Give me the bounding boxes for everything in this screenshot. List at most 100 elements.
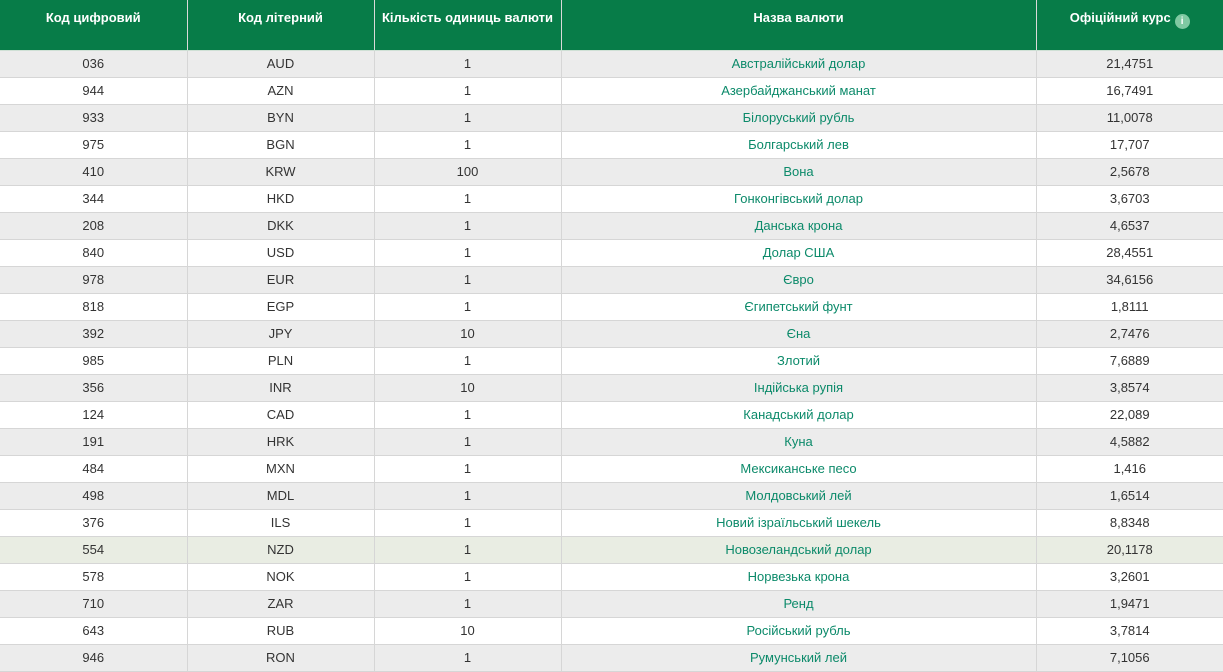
currency-name-link[interactable]: Новозеландський долар	[725, 542, 872, 557]
currency-name-cell: Болгарський лев	[560, 131, 1037, 159]
digital-code-cell: 818	[0, 293, 188, 321]
official-rate-cell: 3,8574	[1035, 374, 1223, 402]
col-header-currency-name-label: Назва валюти	[753, 10, 844, 25]
table-row: 392 JPY 10 Єна 2,7476	[0, 320, 1223, 348]
col-header-currency-name: Назва валюти	[560, 0, 1036, 51]
letter-code-cell: ILS	[186, 509, 375, 537]
col-header-digital-code-label: Код цифровий	[45, 10, 141, 25]
currency-name-cell: Норвезька крона	[560, 563, 1037, 591]
currency-name-link[interactable]: Канадський долар	[743, 407, 854, 422]
digital-code-cell: 498	[0, 482, 188, 510]
table-row: 208 DKK 1 Данська крона 4,6537	[0, 212, 1223, 240]
units-cell: 10	[373, 374, 562, 402]
currency-name-link[interactable]: Австралійський долар	[731, 56, 866, 71]
units-cell: 1	[373, 401, 562, 429]
currency-name-link[interactable]: Єна	[786, 326, 811, 341]
official-rate-cell: 3,7814	[1035, 617, 1223, 645]
currency-name-link[interactable]: Російський рубль	[746, 623, 851, 638]
digital-code-cell: 410	[0, 158, 188, 186]
currency-name-link[interactable]: Долар США	[762, 245, 835, 260]
table-row: 643 RUB 10 Російський рубль 3,7814	[0, 617, 1223, 645]
currency-name-cell: Данська крона	[560, 212, 1037, 240]
col-header-units: Кількість одиниць валюти	[373, 0, 561, 51]
units-cell: 1	[373, 104, 562, 132]
units-cell: 1	[373, 590, 562, 618]
currency-name-link[interactable]: Молдовський лей	[745, 488, 852, 503]
letter-code-cell: BGN	[186, 131, 375, 159]
table-row: 944 AZN 1 Азербайджанський манат 16,7491	[0, 77, 1223, 105]
letter-code-cell: INR	[186, 374, 375, 402]
currency-name-cell: Румунський лей	[560, 644, 1037, 672]
official-rate-cell: 1,416	[1035, 455, 1223, 483]
currency-name-link[interactable]: Данська крона	[754, 218, 843, 233]
units-cell: 1	[373, 482, 562, 510]
official-rate-cell: 4,6537	[1035, 212, 1223, 240]
digital-code-cell: 944	[0, 77, 188, 105]
currency-name-cell: Євро	[560, 266, 1037, 294]
currency-name-cell: Білоруський рубль	[560, 104, 1037, 132]
currency-name-link[interactable]: Індійська рупія	[753, 380, 844, 395]
letter-code-cell: HKD	[186, 185, 375, 213]
letter-code-cell: MDL	[186, 482, 375, 510]
letter-code-cell: AUD	[186, 50, 375, 78]
table-row: 985 PLN 1 Злотий 7,6889	[0, 347, 1223, 375]
currency-name-link[interactable]: Азербайджанський манат	[721, 83, 876, 98]
official-rate-cell: 7,1056	[1035, 644, 1223, 672]
currency-name-cell: Злотий	[560, 347, 1037, 375]
letter-code-cell: NZD	[186, 536, 375, 564]
letter-code-cell: EUR	[186, 266, 375, 294]
currency-name-link[interactable]: Куна	[784, 434, 813, 449]
official-rate-cell: 21,4751	[1035, 50, 1223, 78]
table-row: 484 MXN 1 Мексиканське песо 1,416	[0, 455, 1223, 483]
official-rate-cell: 3,6703	[1035, 185, 1223, 213]
table-row: 191 HRK 1 Куна 4,5882	[0, 428, 1223, 456]
currency-name-link[interactable]: Єгипетський фунт	[744, 299, 853, 314]
digital-code-cell: 985	[0, 347, 188, 375]
digital-code-cell: 975	[0, 131, 188, 159]
currency-name-link[interactable]: Мексиканське песо	[740, 461, 857, 476]
digital-code-cell: 376	[0, 509, 188, 537]
table-row: 036 AUD 1 Австралійський долар 21,4751	[0, 50, 1223, 78]
letter-code-cell: BYN	[186, 104, 375, 132]
currency-name-cell: Азербайджанський манат	[560, 77, 1037, 105]
letter-code-cell: EGP	[186, 293, 375, 321]
official-rate-cell: 8,8348	[1035, 509, 1223, 537]
currency-name-link[interactable]: Євро	[783, 272, 814, 287]
letter-code-cell: NOK	[186, 563, 375, 591]
official-rate-cell: 1,6514	[1035, 482, 1223, 510]
table-row: 933 BYN 1 Білоруський рубль 11,0078	[0, 104, 1223, 132]
currency-name-cell: Російський рубль	[560, 617, 1037, 645]
currency-name-link[interactable]: Новий ізраїльський шекель	[716, 515, 881, 530]
official-rate-cell: 2,5678	[1035, 158, 1223, 186]
table-row: 376 ILS 1 Новий ізраїльський шекель 8,8348	[0, 509, 1223, 537]
official-rate-cell: 2,7476	[1035, 320, 1223, 348]
digital-code-cell: 643	[0, 617, 188, 645]
currency-name-link[interactable]: Болгарський лев	[748, 137, 849, 152]
currency-name-link[interactable]: Злотий	[776, 353, 820, 368]
official-rate-cell: 3,2601	[1035, 563, 1223, 591]
currency-name-link[interactable]: Вона	[783, 164, 814, 179]
table-row: 554 NZD 1 Новозеландський долар 20,1178	[0, 536, 1223, 564]
units-cell: 1	[373, 185, 562, 213]
units-cell: 10	[373, 617, 562, 645]
currency-name-link[interactable]: Гонконгівський долар	[734, 191, 863, 206]
official-rate-cell: 1,9471	[1035, 590, 1223, 618]
col-header-digital-code: Код цифровий	[0, 0, 187, 51]
currency-name-link[interactable]: Білоруський рубль	[742, 110, 855, 125]
currency-name-link[interactable]: Ренд	[783, 596, 814, 611]
table-row: 124 CAD 1 Канадський долар 22,089	[0, 401, 1223, 429]
digital-code-cell: 578	[0, 563, 188, 591]
table-row: 356 INR 10 Індійська рупія 3,8574	[0, 374, 1223, 402]
units-cell: 1	[373, 455, 562, 483]
digital-code-cell: 191	[0, 428, 188, 456]
currency-name-link[interactable]: Румунський лей	[750, 650, 847, 665]
official-rate-cell: 22,089	[1035, 401, 1223, 429]
info-icon[interactable]: i	[1174, 14, 1190, 29]
letter-code-cell: HRK	[186, 428, 375, 456]
digital-code-cell: 208	[0, 212, 188, 240]
currency-name-link[interactable]: Норвезька крона	[747, 569, 850, 584]
table-row: 946 RON 1 Румунський лей 7,1056	[0, 644, 1223, 672]
digital-code-cell: 710	[0, 590, 188, 618]
official-rate-cell: 16,7491	[1035, 77, 1223, 105]
